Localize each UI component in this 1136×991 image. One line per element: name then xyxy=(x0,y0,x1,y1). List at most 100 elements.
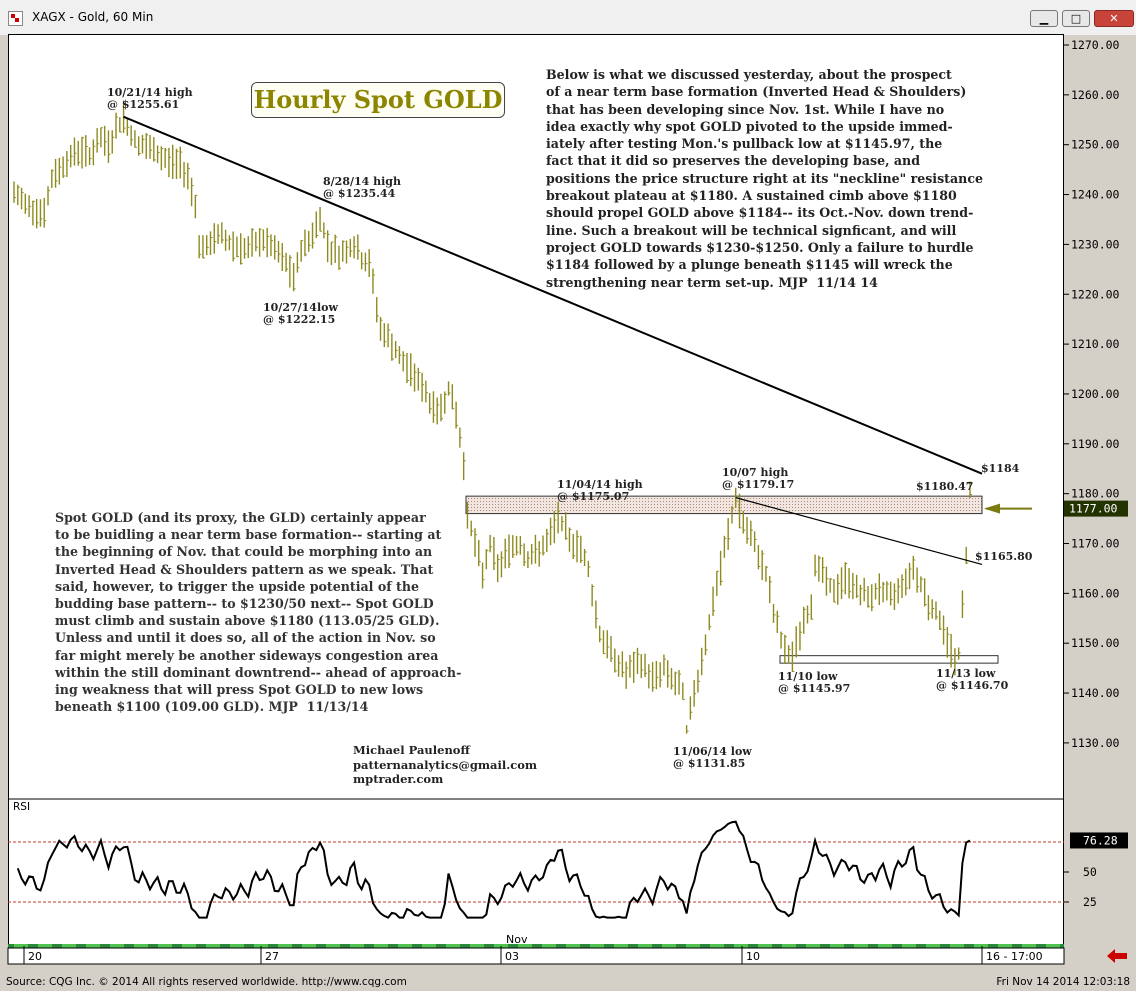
session-strip-segment xyxy=(374,944,388,948)
author-name: Michael Paulenoff xyxy=(353,743,470,757)
commentary-left-line: far might merely be another sideways con… xyxy=(55,647,439,663)
last-price-box xyxy=(1064,500,1128,517)
session-strip-segment xyxy=(710,944,724,948)
session-strip-segment xyxy=(518,944,532,948)
close-button[interactable]: ✕ xyxy=(1094,10,1134,27)
chart-boxed-title: Hourly Spot GOLD xyxy=(251,82,505,118)
price-annotation-value: @ $1175.07 xyxy=(557,490,629,503)
price-annotation-value: @ $1179.17 xyxy=(722,478,794,491)
session-strip-segment xyxy=(1022,944,1036,948)
price-axis-tick-label: 1200.00 xyxy=(1071,387,1120,401)
price-annotation-label: $1180.47 xyxy=(916,480,973,493)
commentary-right-line: line. Such a breakout will be technical … xyxy=(546,222,957,238)
time-axis-label: 27 xyxy=(265,950,279,963)
price-annotation-label: $1165.80 xyxy=(975,550,1033,563)
price-annotation-value: @ $1146.70 xyxy=(936,679,1009,692)
session-strip-segment xyxy=(422,944,436,948)
price-annotation-value: @ $1255.61 xyxy=(107,98,179,111)
rsi-last-value-label: 76.28 xyxy=(1083,833,1118,847)
session-strip-segment xyxy=(878,944,892,948)
maximize-button[interactable]: □ xyxy=(1062,10,1090,27)
commentary-left-line: within the still dominant downtrend-- ah… xyxy=(55,664,462,680)
minimize-icon: ▁ xyxy=(1039,12,1049,25)
session-strip-segment xyxy=(446,944,460,948)
commentary-right-line: project GOLD towards $1230-$1250. Only a… xyxy=(546,239,974,255)
session-strip-segment xyxy=(398,944,412,948)
price-axis-tick-label: 1160.00 xyxy=(1071,586,1120,600)
commentary-right-line: breakout plateau at $1180. A sustained c… xyxy=(546,188,957,204)
session-strip-segment xyxy=(974,944,988,948)
downtrend-line xyxy=(123,115,983,475)
app-icon xyxy=(8,11,23,26)
price-annotation-label: 11/04/14 high xyxy=(557,478,643,491)
price-annotation-label: 11/10 low xyxy=(778,670,838,683)
session-strip-segment xyxy=(230,944,244,948)
last-price-label: 1177.00 xyxy=(1069,502,1118,516)
session-strip-segment xyxy=(14,944,28,948)
session-strip-segment xyxy=(950,944,964,948)
commentary-left-line: Inverted Head & Shoulders pattern as we … xyxy=(55,561,434,577)
price-annotation-label: 10/21/14 high xyxy=(107,86,193,99)
commentary-left-line: Spot GOLD (and its proxy, the GLD) certa… xyxy=(55,510,426,525)
price-annotation-label: 11/13 low xyxy=(936,667,996,680)
close-icon: ✕ xyxy=(1109,12,1119,25)
author-block: Michael Paulenoff patternanalytics@gmail… xyxy=(353,743,537,787)
commentary-left-line: Unless and until it does so, all of the … xyxy=(55,630,436,646)
session-strip-segment xyxy=(182,944,196,948)
commentary-left-line: beneath $1100 (109.00 GLD). MJP 11/13/14 xyxy=(55,699,369,715)
session-strip-segment xyxy=(86,944,100,948)
price-axis-tick-label: 1190.00 xyxy=(1071,437,1120,451)
commentary-right-line: fact that it did so preserves the develo… xyxy=(546,153,921,169)
session-strip-segment xyxy=(134,944,148,948)
price-axis-tick-label: 1170.00 xyxy=(1071,537,1120,551)
session-strip xyxy=(8,944,1064,948)
price-annotation-value: @ $1235.44 xyxy=(323,187,396,200)
commentary-right-line: $1184 followed by a plunge beneath $1145… xyxy=(546,257,953,273)
session-strip-segment xyxy=(110,944,124,948)
session-strip-segment xyxy=(638,944,652,948)
session-strip-segment xyxy=(854,944,868,948)
window-title: XAGX - Gold, 60 Min xyxy=(32,10,154,24)
neckline-resistance-zone xyxy=(465,495,983,515)
rsi-last-value-box xyxy=(1070,832,1128,849)
commentary-right-line: strengthening near term set-up. MJP 11/1… xyxy=(546,274,878,290)
price-axis-tick-label: 1230.00 xyxy=(1071,237,1120,251)
session-strip-segment xyxy=(350,944,364,948)
session-strip-segment xyxy=(38,944,52,948)
session-strip-segment xyxy=(470,944,484,948)
session-strip-segment xyxy=(734,944,748,948)
commentary-left-line: said, however, to trigger the upside pot… xyxy=(55,578,420,594)
session-strip-segment xyxy=(806,944,820,948)
session-strip-segment xyxy=(278,944,292,948)
price-axis-tick-label: 1150.00 xyxy=(1071,636,1120,650)
price-axis-tick-label: 1180.00 xyxy=(1071,487,1120,501)
session-strip-segment xyxy=(614,944,628,948)
base-support-zone xyxy=(779,655,999,664)
price-annotation-label: $1184 xyxy=(981,462,1020,475)
price-annotation-label: 11/06/14 low xyxy=(673,745,752,758)
session-strip-segment xyxy=(542,944,556,948)
price-annotation-value: @ $1131.85 xyxy=(673,757,745,770)
price-axis-tick-label: 1250.00 xyxy=(1071,138,1120,152)
commentary-right-line: should propel GOLD above $1184-- its Oct… xyxy=(546,205,974,221)
commentary-right: Below is what we discussed yesterday, ab… xyxy=(546,66,983,291)
rsi-axis-tick-label: 25 xyxy=(1083,895,1097,909)
commentary-left-line: the beginning of Nov. that could be morp… xyxy=(55,544,433,560)
time-axis-label: 16 - 17:00 xyxy=(986,950,1043,963)
rsi-axis-tick-label: 50 xyxy=(1083,865,1097,879)
scroll-left-arrow-icon[interactable] xyxy=(1107,948,1127,964)
price-annotation-label: 10/27/14low xyxy=(263,301,338,314)
time-axis-label: 20 xyxy=(28,950,42,963)
session-strip-segment xyxy=(62,944,76,948)
time-axis xyxy=(7,947,1065,965)
session-strip-segment xyxy=(902,944,916,948)
status-bar: Source: CQG Inc. © 2014 All rights reser… xyxy=(0,973,1136,991)
session-strip-segment xyxy=(758,944,772,948)
price-axis-tick-label: 1210.00 xyxy=(1071,337,1120,351)
author-site: mptrader.com xyxy=(353,772,444,786)
price-axis-tick-label: 1240.00 xyxy=(1071,188,1120,202)
neckline-trendline xyxy=(735,497,983,566)
commentary-left-line: budding base pattern-- to $1230/50 next-… xyxy=(55,596,434,612)
minimize-button[interactable]: ▁ xyxy=(1030,10,1058,27)
